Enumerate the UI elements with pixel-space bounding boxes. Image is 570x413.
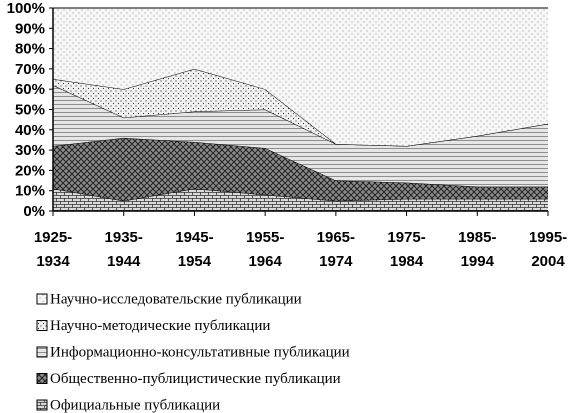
legend-label: Информационно-консультативные публикации: [50, 344, 350, 360]
legend-swatch: [36, 399, 48, 411]
area: [53, 137, 548, 201]
legend-swatch: [36, 346, 48, 358]
y-tick-label: 90%: [15, 20, 45, 37]
y-tick-label: 10%: [15, 183, 45, 200]
y-tick-label: 70%: [15, 61, 45, 78]
x-tick-label: 1995-2004: [528, 229, 568, 270]
legend-swatch: [36, 293, 48, 305]
x-tick-label: 1935-1944: [104, 229, 143, 270]
legend-label: Общественно-публицистические публикации: [50, 371, 341, 387]
y-tick-label: 40%: [15, 122, 45, 139]
x-tick-label: 1925-1934: [33, 229, 73, 270]
y-tick-label: 0%: [23, 203, 45, 220]
area: [53, 8, 548, 147]
x-tick-label: 1975-1984: [387, 229, 426, 270]
x-tick-label: 1955-1964: [245, 229, 285, 270]
y-tick-label: 50%: [15, 101, 45, 118]
area: [53, 85, 548, 187]
x-tick-label: 1985-1994: [458, 229, 497, 270]
legend-label: Официальные публикации: [50, 397, 220, 413]
y-tick-label: 30%: [15, 142, 45, 159]
y-tick-label: 100%: [7, 0, 45, 17]
legend-swatch: [36, 320, 48, 331]
y-tick-label: 60%: [15, 81, 45, 98]
y-tick-label: 80%: [15, 41, 45, 58]
y-tick-label: 20%: [15, 162, 45, 179]
area: [53, 68, 548, 147]
x-tick-label: 1965-1974: [316, 229, 356, 270]
legend-label: Научно-методические публикации: [50, 318, 270, 334]
area: [53, 188, 548, 211]
legend-swatch: [36, 373, 48, 384]
x-tick-label: 1945-1954: [175, 229, 214, 270]
legend-label: Научно-исследовательские публикации: [50, 291, 302, 307]
